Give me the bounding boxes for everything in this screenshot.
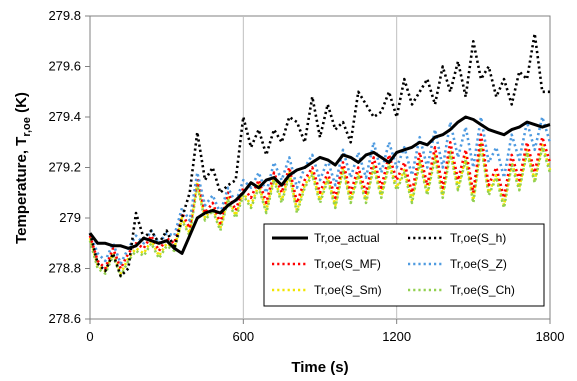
legend-box — [263, 223, 545, 307]
x-tick-label: 0 — [86, 329, 93, 344]
legend-label-0: Tr,oe_actual — [314, 231, 380, 245]
y-tick-label: 279 — [59, 210, 81, 225]
y-tick-label: 279.2 — [48, 160, 81, 175]
legend-label-4: Tr,oe(S_Sm) — [314, 283, 382, 297]
x-tick-label: 600 — [232, 329, 254, 344]
y-tick-label: 278.6 — [48, 311, 81, 326]
legend-label-1: Tr,oe(S_h) — [450, 231, 506, 245]
legend-label-2: Tr,oe(S_MF) — [314, 257, 381, 271]
x-ticks: 0 600 1200 1800 — [86, 319, 564, 344]
series-lines — [88, 32, 552, 278]
y-tick-label: 278.8 — [48, 261, 81, 276]
legend-label-5: Tr,oe(S_Ch) — [450, 283, 515, 297]
x-tick-label: 1200 — [382, 329, 411, 344]
series-line-2 — [88, 133, 552, 270]
x-axis-title: Time (s) — [291, 359, 348, 376]
y-tick-label: 279.6 — [48, 59, 81, 74]
series-line-3 — [88, 115, 552, 265]
y-ticks: 278.6 278.8 279 279.2 279.4 279.6 279.8 — [48, 8, 90, 326]
legend-label-3: Tr,oe(S_Z) — [450, 257, 507, 271]
legend: Tr,oe_actual Tr,oe(S_h) Tr,oe(S_MF) Tr,oe(S… — [263, 223, 545, 307]
y-tick-label: 279.4 — [48, 109, 81, 124]
x-tick-label: 1800 — [536, 329, 565, 344]
y-axis-title: Temperature, Tr,oe (K) — [13, 92, 33, 244]
series-line-1 — [88, 32, 550, 278]
series-line-0 — [88, 115, 551, 255]
y-tick-label: 279.8 — [48, 8, 81, 23]
